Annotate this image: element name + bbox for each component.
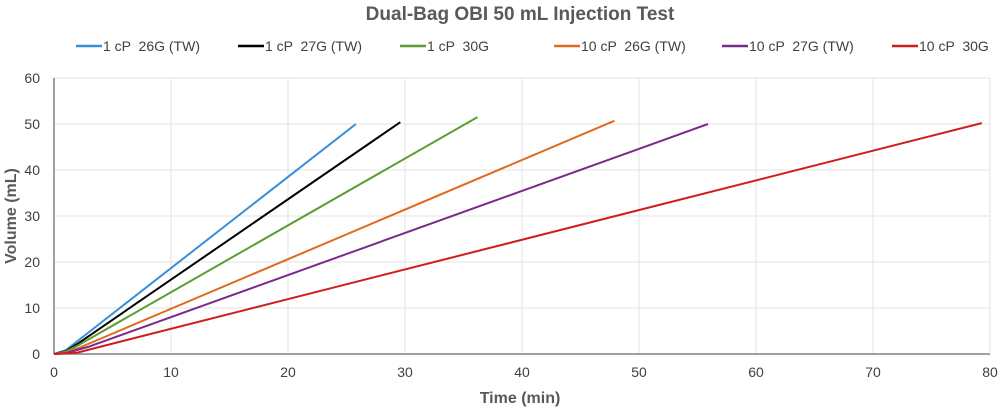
y-tick-label: 30 [24, 208, 40, 224]
y-tick-label: 50 [24, 116, 40, 132]
legend-label: 1 cP 26G (TW) [103, 38, 200, 54]
chart-title: Dual-Bag OBI 50 mL Injection Test [366, 4, 675, 25]
legend-label: 1 cP 27G (TW) [265, 38, 362, 54]
legend-label: 10 cP 26G (TW) [581, 38, 686, 54]
x-tick-label: 50 [631, 364, 647, 380]
legend: 1 cP 26G (TW) 1 cP 27G (TW) 1 cP 30G 10 cP … [76, 38, 989, 54]
y-tick-label: 10 [24, 300, 40, 316]
y-axis-label: Volume (mL) [3, 168, 20, 264]
x-tick-label: 60 [748, 364, 764, 380]
axes: 0 10 20 30 40 50 60 70 80 0 10 20 30 40 50 60 [24, 70, 998, 380]
x-tick-label: 0 [50, 364, 58, 380]
series-line-5 [53, 122, 983, 355]
x-tick-label: 80 [982, 364, 998, 380]
y-tick-label: 60 [24, 70, 40, 86]
legend-label: 10 cP 30G [919, 38, 989, 54]
y-tick-label: 0 [32, 346, 40, 362]
series-line-2 [53, 116, 478, 355]
series-line-4 [53, 123, 709, 355]
x-tick-label: 20 [280, 364, 296, 380]
x-axis-label: Time (min) [480, 390, 561, 407]
legend-label: 10 cP 27G (TW) [749, 38, 854, 54]
x-tick-label: 40 [514, 364, 530, 380]
x-tick-label: 10 [163, 364, 179, 380]
x-tick-label: 70 [865, 364, 881, 380]
grid [54, 77, 991, 354]
x-tick-label: 30 [397, 364, 413, 380]
legend-label: 1 cP 30G [427, 38, 489, 54]
series-lines [53, 116, 983, 355]
y-tick-label: 40 [24, 162, 40, 178]
y-tick-label: 20 [24, 254, 40, 270]
